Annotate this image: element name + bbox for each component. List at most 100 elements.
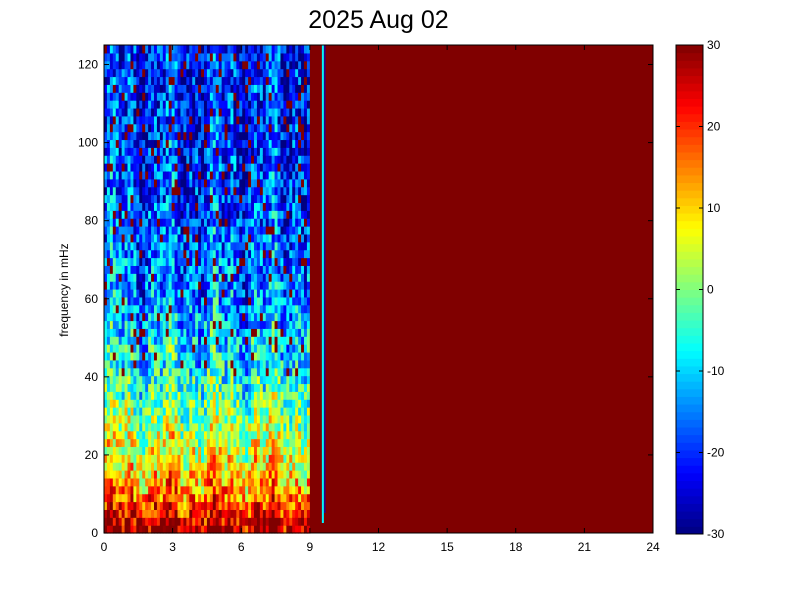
heatmap-cell (168, 233, 173, 243)
heatmap-cell (148, 289, 152, 298)
heatmap-cell (139, 92, 143, 101)
heatmap-cell (242, 52, 246, 62)
heatmap-cell (174, 493, 179, 503)
heatmap-cell (148, 344, 152, 353)
heatmap-cell (212, 477, 217, 487)
heatmap-cell (259, 147, 264, 156)
heatmap-cell (112, 257, 117, 266)
heatmap-cell (201, 351, 205, 361)
heatmap-cell (127, 501, 132, 510)
heatmap-cell (253, 493, 258, 503)
colorbar-tick-label: 10 (707, 201, 721, 215)
heatmap-cell (274, 84, 279, 93)
heatmap-cell (274, 485, 279, 495)
heatmap-cell (298, 178, 302, 188)
heatmap-cell (112, 477, 117, 487)
heatmap-cell (224, 336, 229, 345)
heatmap-cell (221, 422, 226, 432)
heatmap-cell (215, 123, 220, 133)
heatmap-cell (268, 344, 273, 353)
heatmap-cell (283, 226, 287, 235)
heatmap-cell (227, 60, 232, 70)
heatmap-cell (301, 328, 305, 337)
heatmap-cell (280, 304, 284, 314)
heatmap-cell (174, 241, 179, 251)
heatmap-cell (124, 289, 129, 298)
heatmap-cell (248, 139, 252, 148)
heatmap-cell (198, 52, 202, 62)
heatmap-cell (174, 359, 179, 369)
heatmap-cell (121, 477, 126, 487)
heatmap-cell (256, 202, 261, 211)
heatmap-cell (171, 399, 176, 408)
heatmap-cell (303, 399, 308, 408)
heatmap-cell (239, 241, 243, 251)
heatmap-cell (248, 226, 252, 235)
heatmap-cell (212, 422, 217, 432)
heatmap-cell (283, 446, 287, 455)
heatmap-cell (118, 304, 123, 314)
heatmap-cell (183, 139, 187, 148)
heatmap-cell (253, 92, 258, 101)
heatmap-cell (262, 60, 267, 70)
heatmap-cell (227, 178, 232, 188)
heatmap-cell (145, 163, 149, 172)
heatmap-cell (283, 155, 287, 164)
colorbar-segment (676, 228, 703, 237)
heatmap-cell (192, 249, 196, 259)
heatmap-cell (136, 163, 140, 172)
heatmap-cell (195, 139, 199, 148)
heatmap-cell (224, 304, 229, 314)
heatmap-cell (168, 375, 173, 385)
heatmap-cell (180, 115, 185, 125)
heatmap-cell (245, 100, 249, 109)
heatmap-cell (124, 312, 129, 322)
heatmap-cell (262, 233, 267, 243)
heatmap-cell (301, 422, 305, 432)
heatmap-cell (165, 163, 170, 172)
heatmap-cell (139, 383, 143, 392)
heatmap-cell (133, 139, 137, 148)
heatmap-cell (180, 462, 185, 471)
heatmap-cell (259, 485, 264, 495)
heatmap-cell (165, 265, 170, 274)
heatmap-cell (245, 60, 249, 70)
heatmap-cell (145, 68, 149, 78)
heatmap-cell (142, 351, 146, 361)
heatmap-cell (301, 226, 305, 235)
heatmap-cell (115, 454, 120, 463)
heatmap-cell (268, 454, 273, 463)
heatmap-cell (115, 257, 120, 266)
colorbar-segment (676, 113, 703, 122)
heatmap-cell (159, 273, 164, 282)
heatmap-cell (118, 226, 123, 235)
heatmap-cell (248, 336, 252, 345)
heatmap-cell (277, 344, 282, 353)
heatmap-cell (192, 296, 196, 306)
heatmap-cell (262, 194, 267, 204)
heatmap-cell (301, 344, 305, 353)
heatmap-cell (162, 249, 167, 259)
heatmap-cell (133, 281, 137, 290)
heatmap-cell (112, 367, 117, 377)
heatmap-cell (186, 414, 190, 424)
heatmap-cell (259, 414, 264, 424)
heatmap-cell (224, 375, 229, 385)
heatmap-cell (106, 194, 111, 204)
heatmap-cell (227, 430, 232, 440)
heatmap-cell (277, 470, 282, 479)
heatmap-cell (180, 52, 185, 62)
colorbar-segment (676, 258, 703, 268)
heatmap-cell (306, 233, 311, 243)
heatmap-cell (206, 470, 211, 479)
heatmap-cell (233, 115, 237, 125)
heatmap-cell (159, 226, 164, 235)
heatmap-cell (139, 186, 143, 196)
heatmap-cell (262, 163, 267, 172)
heatmap-cell (136, 139, 140, 148)
heatmap-cell (286, 493, 290, 503)
heatmap-cell (204, 312, 208, 322)
heatmap-cell (168, 60, 173, 70)
heatmap-cell (148, 351, 152, 361)
heatmap-cell (215, 233, 220, 243)
